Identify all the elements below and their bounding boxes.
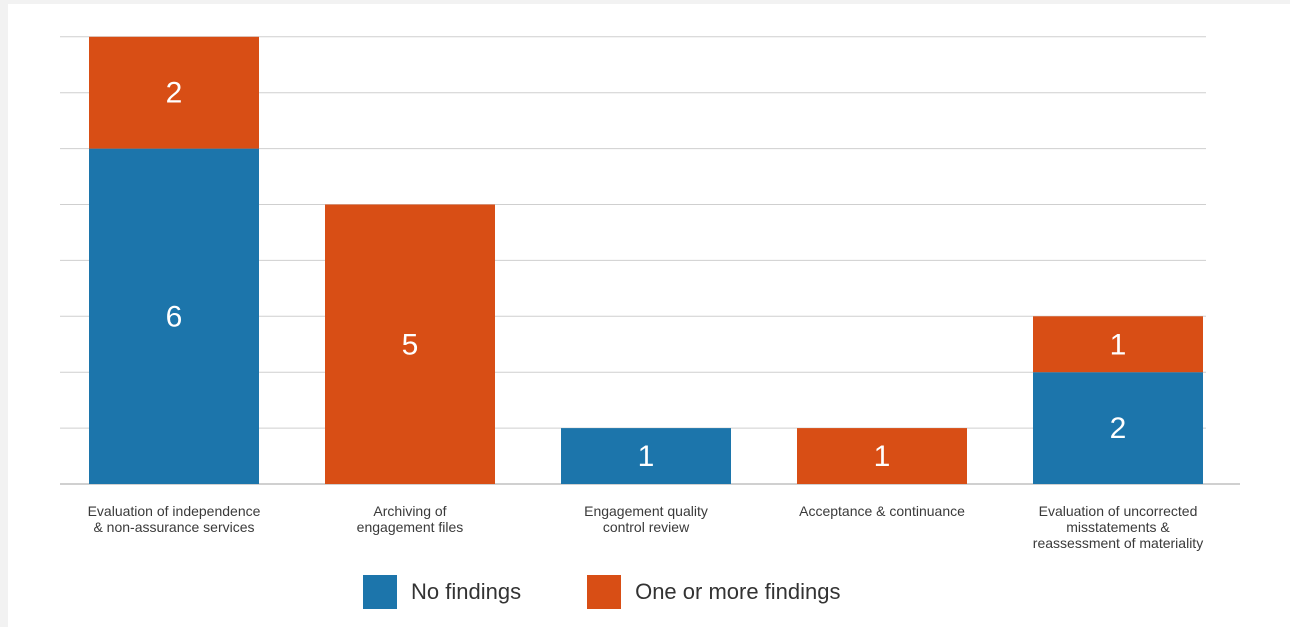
- data-label: 1: [1110, 328, 1127, 361]
- bar-one-or-more-findings: [797, 428, 967, 484]
- chart-frame: 6 2 5 1 1 2 1 Evaluation of independence & non…: [8, 4, 1290, 627]
- category-label: Acceptance & continuance: [799, 503, 965, 519]
- data-label: 6: [166, 300, 183, 333]
- category-label: Evaluation of uncorrected misstatements …: [1032, 503, 1204, 551]
- bar-no-findings: [1033, 372, 1203, 484]
- data-label: 5: [402, 328, 419, 361]
- data-label: 2: [1110, 412, 1127, 445]
- data-label: 2: [166, 77, 183, 110]
- bar-one-or-more-findings: [1033, 316, 1203, 373]
- legend-swatch-no-findings: [363, 575, 397, 609]
- bar-one-or-more-findings: [325, 204, 495, 484]
- legend-swatch-one-or-more-findings: [587, 575, 622, 609]
- chart-legend: No findings One or more findings: [363, 575, 907, 609]
- legend-item-one-or-more-findings: One or more findings: [587, 575, 841, 609]
- legend-label-one-or-more-findings: One or more findings: [635, 579, 841, 604]
- bar-no-findings: [89, 148, 259, 484]
- legend-label-no-findings: No findings: [411, 579, 522, 604]
- stacked-bar-chart: 6 2 5 1 1 2 1: [60, 36, 1240, 485]
- category-label: Archiving of engagement files: [356, 503, 464, 535]
- category-label: Engagement quality control review: [584, 503, 708, 535]
- data-label: 1: [638, 440, 655, 473]
- legend-item-no-findings: No findings: [363, 575, 521, 609]
- data-label: 1: [874, 440, 891, 473]
- category-label: Evaluation of independence & non-assuran…: [87, 503, 261, 535]
- bar-no-findings: [561, 428, 731, 484]
- bar-one-or-more-findings: [89, 36, 259, 149]
